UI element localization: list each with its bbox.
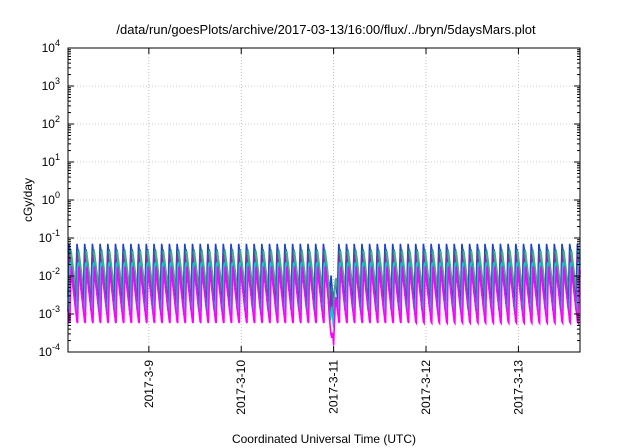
y-tick-label: 100 bbox=[42, 190, 60, 207]
chart-title: /data/run/goesPlots/archive/2017-03-13/1… bbox=[116, 22, 536, 37]
x-tick-label: 2017-3-10 bbox=[234, 360, 248, 415]
x-tick-label: 2017-3-11 bbox=[327, 360, 341, 414]
y-tick-label: 10-2 bbox=[39, 266, 60, 283]
y-tick-label: 10-1 bbox=[39, 228, 60, 245]
x-axis-label: Coordinated Universal Time (UTC) bbox=[232, 432, 416, 446]
y-tick-label: 102 bbox=[42, 114, 60, 131]
y-axis: 10-4 10-3 10-2 10-1 100 101 102 103 104 bbox=[39, 38, 580, 359]
x-tick-label: 2017-3-9 bbox=[142, 360, 156, 408]
y-tick-label: 104 bbox=[42, 38, 60, 55]
y-tick-label: 101 bbox=[42, 152, 60, 169]
series-layer bbox=[67, 243, 581, 346]
y-tick-label: 10-3 bbox=[39, 304, 60, 321]
y-tick-label: 10-4 bbox=[39, 342, 60, 359]
y-axis-label: cGy/day bbox=[21, 178, 35, 222]
series-line bbox=[67, 266, 581, 346]
x-axis: 2017-3-9 2017-3-10 2017-3-11 2017-3-12 2017-… bbox=[142, 48, 525, 415]
x-tick-label: 2017-3-13 bbox=[511, 360, 525, 415]
x-tick-label: 2017-3-12 bbox=[419, 360, 433, 415]
y-tick-label: 103 bbox=[42, 76, 60, 93]
